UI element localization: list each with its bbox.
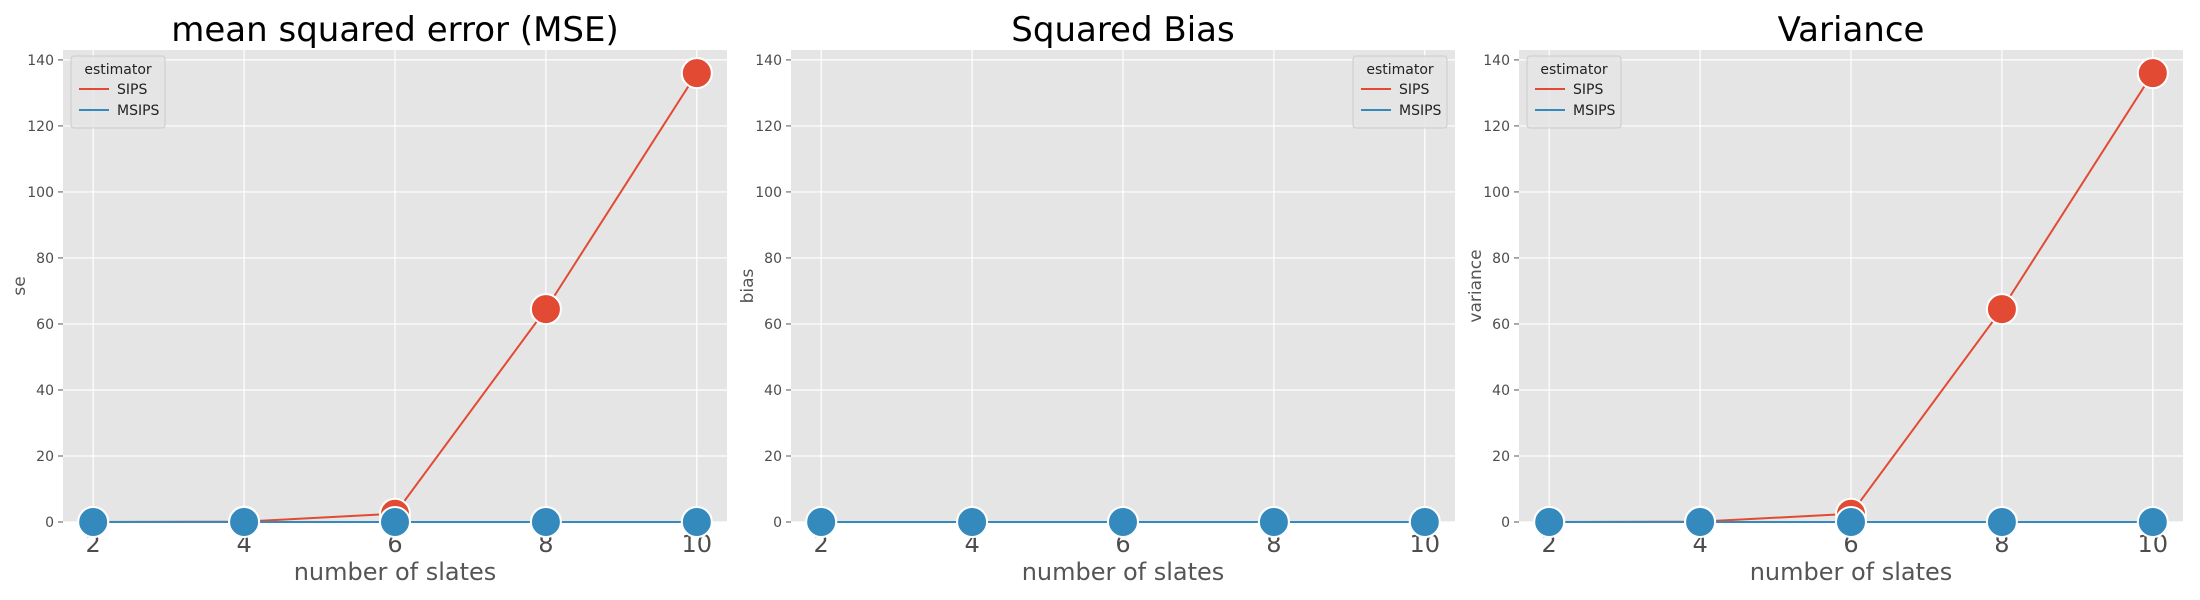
- data-point-msips: [529, 506, 562, 538]
- y-tick-label: 80: [764, 251, 782, 267]
- y-tick-label: 100: [755, 185, 782, 201]
- legend-title: estimator: [1366, 62, 1434, 78]
- data-point-msips: [1107, 506, 1139, 538]
- data-point-sips: [1985, 293, 2018, 326]
- y-axis-label: se: [10, 276, 30, 295]
- data-point-msips: [2136, 506, 2169, 538]
- chart-title: mean squared error (MSE): [171, 10, 619, 50]
- y-tick-label: 60: [36, 317, 54, 333]
- data-point-msips: [1257, 506, 1290, 538]
- y-tick-label: 80: [1492, 251, 1510, 267]
- data-point-msips: [680, 506, 713, 538]
- y-tick-label: 20: [764, 449, 782, 465]
- y-tick-label: 100: [1483, 185, 1510, 201]
- x-axis-label: number of slates: [1750, 558, 1953, 586]
- data-point-msips: [956, 506, 989, 538]
- series-group: [805, 506, 1441, 538]
- data-point-sips: [529, 293, 562, 326]
- y-tick-label: 40: [36, 383, 54, 399]
- x-axis-label: number of slates: [1022, 558, 1225, 586]
- data-point-msips: [1408, 506, 1441, 538]
- data-point-msips: [1835, 506, 1867, 538]
- data-point-msips: [228, 506, 261, 538]
- y-tick-label: 120: [27, 119, 54, 135]
- y-tick-label: 140: [1483, 53, 1510, 69]
- series-group: [1533, 57, 2169, 538]
- legend-label-sips: SIPS: [1399, 82, 1429, 98]
- data-point-msips: [1533, 506, 1566, 538]
- y-tick-label: 0: [45, 515, 54, 531]
- legend-label-msips: MSIPS: [117, 103, 160, 119]
- y-tick-label: 60: [764, 317, 782, 333]
- legend-label-msips: MSIPS: [1573, 103, 1616, 119]
- chart-title: Variance: [1778, 10, 1925, 50]
- y-tick-label: 140: [27, 53, 54, 69]
- data-point-sips: [680, 57, 713, 90]
- y-tick-label: 120: [1483, 119, 1510, 135]
- y-tick-label: 40: [764, 383, 782, 399]
- y-tick-label: 20: [36, 449, 54, 465]
- data-point-msips: [77, 506, 110, 538]
- data-point-msips: [805, 506, 838, 538]
- y-tick-label: 20: [1492, 449, 1510, 465]
- legend-label-sips: SIPS: [1573, 82, 1603, 98]
- y-tick-label: 0: [773, 515, 782, 531]
- y-tick-label: 100: [27, 185, 54, 201]
- y-axis-label: bias: [738, 268, 758, 303]
- y-tick-label: 60: [1492, 317, 1510, 333]
- data-point-msips: [379, 506, 411, 538]
- legend: estimator SIPS MSIPS: [70, 55, 166, 129]
- legend-label-sips: SIPS: [117, 82, 147, 98]
- y-tick-label: 0: [1501, 515, 1510, 531]
- series-group: [77, 57, 713, 538]
- data-point-msips: [1985, 506, 2018, 538]
- legend: estimator SIPS MSIPS: [1526, 55, 1622, 129]
- y-tick-label: 120: [755, 119, 782, 135]
- chart-title: Squared Bias: [1011, 10, 1234, 50]
- legend-title: estimator: [84, 62, 152, 78]
- y-axis-label: variance: [1466, 249, 1486, 322]
- y-tick-label: 40: [1492, 383, 1510, 399]
- data-point-msips: [1684, 506, 1717, 538]
- legend-title: estimator: [1540, 62, 1608, 78]
- legend: estimator SIPS MSIPS: [1352, 55, 1448, 129]
- data-point-sips: [2136, 57, 2169, 90]
- legend-label-msips: MSIPS: [1399, 103, 1442, 119]
- y-tick-label: 80: [36, 251, 54, 267]
- x-axis-label: number of slates: [294, 558, 497, 586]
- y-tick-label: 140: [755, 53, 782, 69]
